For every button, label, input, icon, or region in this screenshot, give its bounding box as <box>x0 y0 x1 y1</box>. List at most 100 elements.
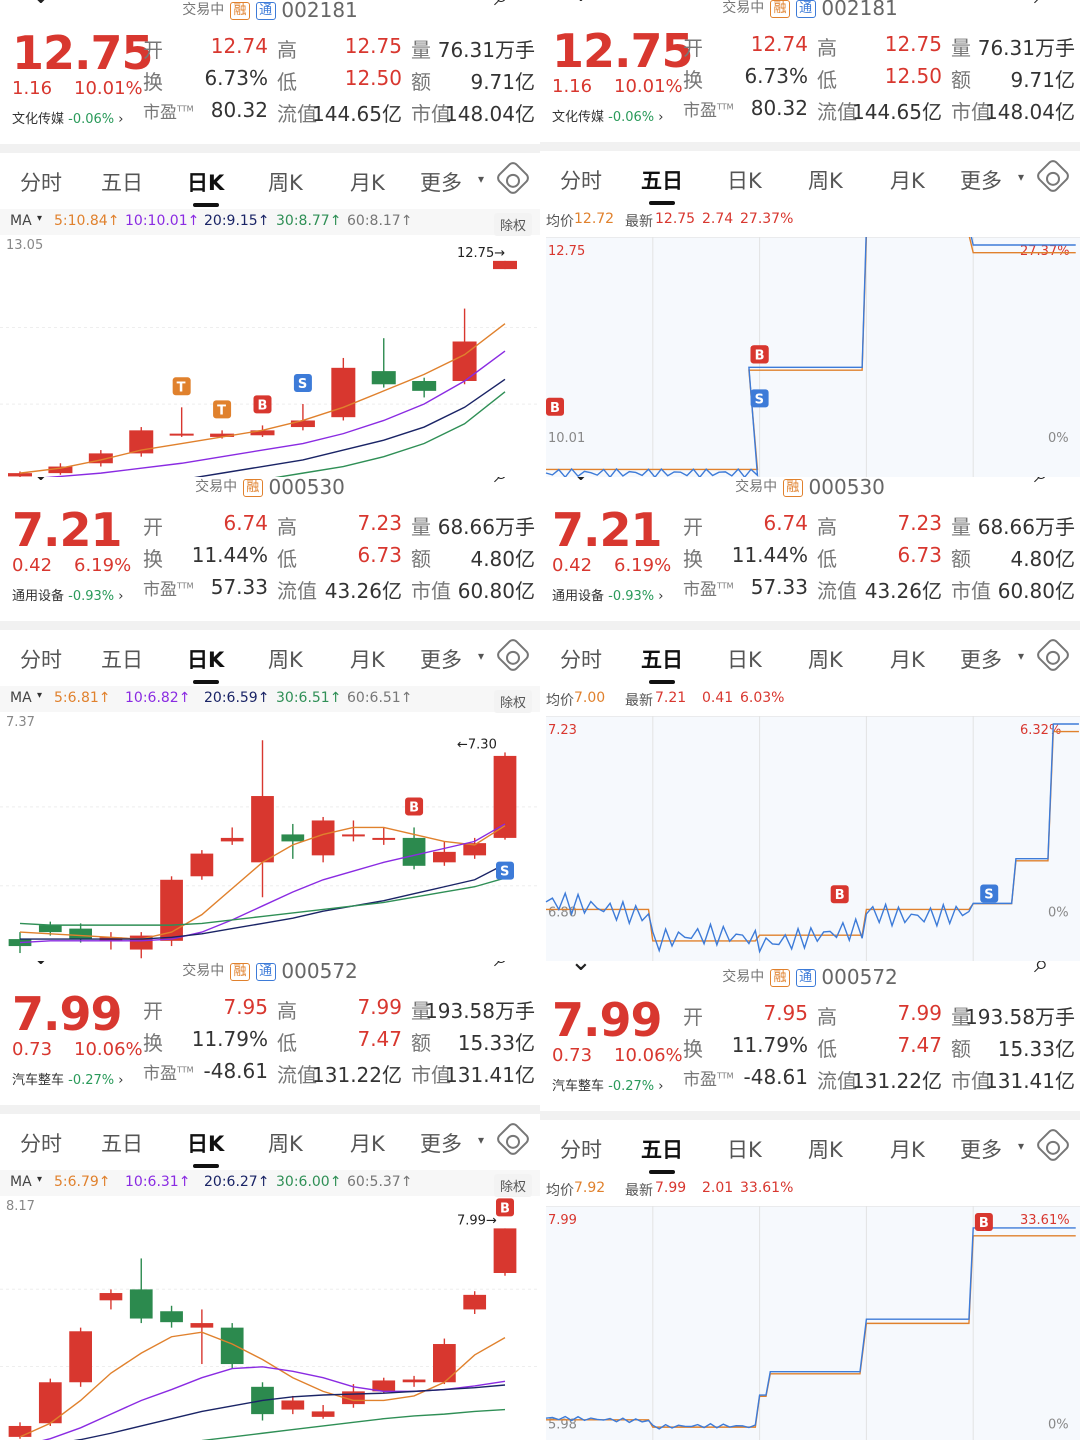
tab-monthly-k[interactable]: 月K <box>350 171 385 195</box>
pe-ttm-sup: TTM <box>717 581 734 591</box>
tab-daily-k[interactable]: 日K <box>187 644 224 684</box>
sector-name: 通用设备 <box>12 589 65 604</box>
settings-icon[interactable] <box>1034 157 1072 195</box>
tab-more[interactable]: 更多 <box>960 1138 1002 1162</box>
tab-intraday[interactable]: 分时 <box>20 648 62 672</box>
sector-label[interactable]: 汽车整车 -0.27% › <box>12 1073 124 1088</box>
ma-value-ma20: 20:9.15↑ <box>204 213 270 229</box>
search-icon[interactable]: ⌕ <box>494 477 518 489</box>
search-icon[interactable]: ⌕ <box>494 0 518 12</box>
tab-weekly-k[interactable]: 周K <box>268 1132 303 1156</box>
tab-monthly-k[interactable]: 月K <box>350 648 385 672</box>
last-price-value: 12.75 <box>655 211 696 227</box>
quote-label-float_cap: 流值 <box>817 579 857 603</box>
candle-body <box>69 928 92 940</box>
tab-intraday[interactable]: 分时 <box>560 169 602 193</box>
candle-body <box>493 260 517 270</box>
back-icon[interactable]: ⌄ <box>570 477 594 487</box>
tab-daily-k[interactable]: 日K <box>187 1128 224 1168</box>
tab-more[interactable]: 更多 <box>960 169 1002 193</box>
tab-daily-k[interactable]: 日K <box>187 167 224 207</box>
tab-monthly-k[interactable]: 月K <box>890 169 925 193</box>
signal-label: T <box>217 403 226 418</box>
ma-value-ma5: 5:10.84↑ <box>54 213 120 229</box>
section-divider <box>540 621 1080 630</box>
tab-five-day[interactable]: 五日 <box>101 648 143 672</box>
ma-value-ma30: 30:6.51↑ <box>276 690 342 706</box>
tab-daily-k[interactable]: 日K <box>727 1138 762 1162</box>
last-price: 7.99 <box>12 987 122 1041</box>
ma-line-ma5 <box>19 825 506 940</box>
ma-label[interactable]: MA <box>10 690 32 706</box>
candle-body <box>281 1400 305 1410</box>
ma-line-ma20 <box>20 863 506 940</box>
tab-more[interactable]: 更多 <box>420 171 462 195</box>
ma-label[interactable]: MA <box>10 1174 32 1190</box>
kline-panel: 交易中 融 000530⌄⌕7.210.426.19%通用设备 -0.93% ›… <box>0 477 540 961</box>
quote-value-vol: 76.31万手 <box>437 38 535 62</box>
tab-weekly-k[interactable]: 周K <box>808 648 843 672</box>
tab-intraday[interactable]: 分时 <box>20 1132 62 1156</box>
back-icon[interactable]: ⌄ <box>570 0 594 8</box>
tab-daily-k[interactable]: 日K <box>727 169 762 193</box>
back-icon[interactable]: ⌄ <box>570 961 592 977</box>
quote-value-amount: 4.80亿 <box>470 547 535 571</box>
tab-weekly-k[interactable]: 周K <box>268 648 303 672</box>
tab-five-day[interactable]: 五日 <box>641 644 683 684</box>
tab-five-day[interactable]: 五日 <box>101 1132 143 1156</box>
sector-label[interactable]: 通用设备 -0.93% › <box>552 589 664 604</box>
settings-icon[interactable] <box>494 159 532 197</box>
ma-label[interactable]: MA <box>10 213 32 229</box>
signal-badge-B <box>830 885 849 904</box>
tab-daily-k[interactable]: 日K <box>727 648 762 672</box>
tab-more[interactable]: 更多 <box>420 648 462 672</box>
ma-value-ma5: 5:6.79↑ <box>54 1174 111 1190</box>
sector-label[interactable]: 汽车整车 -0.27% › <box>552 1079 664 1094</box>
tab-weekly-k[interactable]: 周K <box>808 169 843 193</box>
pe-ttm-sup: TTM <box>177 581 194 591</box>
y-axis-mid-label: 10.01 <box>548 431 585 446</box>
tab-weekly-k[interactable]: 周K <box>268 171 303 195</box>
quote-value-vol: 68.66万手 <box>437 515 535 539</box>
settings-icon[interactable] <box>494 636 532 674</box>
tab-monthly-k[interactable]: 月K <box>890 648 925 672</box>
candle-body <box>372 1380 396 1392</box>
tab-five-day[interactable]: 五日 <box>641 165 683 205</box>
back-icon[interactable]: ⌄ <box>30 477 54 487</box>
chevron-down-icon: ▾ <box>478 649 485 663</box>
quote-label-high: 高 <box>817 36 837 60</box>
sector-label[interactable]: 文化传媒 -0.06% › <box>552 110 664 125</box>
settings-icon[interactable] <box>1034 1126 1072 1164</box>
sector-label[interactable]: 通用设备 -0.93% › <box>12 589 124 604</box>
quote-label-high: 高 <box>277 999 297 1023</box>
tab-monthly-k[interactable]: 月K <box>350 1132 385 1156</box>
back-icon[interactable]: ⌄ <box>30 961 54 971</box>
tab-intraday[interactable]: 分时 <box>560 648 602 672</box>
ma-value-ma30: 30:6.00↑ <box>276 1174 342 1190</box>
search-icon[interactable]: ⌕ <box>494 961 518 973</box>
settings-icon[interactable] <box>494 1120 532 1158</box>
trading-status: 交易中 <box>195 479 238 495</box>
five-day-legend: 均价 7.92 最新 7.99 2.01 33.61% <box>540 1176 1080 1202</box>
sector-label[interactable]: 文化传媒 -0.06% › <box>12 112 124 127</box>
tab-more[interactable]: 更多 <box>420 1132 462 1156</box>
adjust-dropdown[interactable]: 除权 <box>493 1174 532 1197</box>
tab-five-day[interactable]: 五日 <box>101 171 143 195</box>
back-icon[interactable]: ⌄ <box>30 0 54 10</box>
candle-body <box>190 853 214 877</box>
last-price-label: 最新 <box>625 214 653 230</box>
adjust-dropdown[interactable]: 除权 <box>493 690 532 713</box>
search-icon[interactable]: ⌕ <box>1034 477 1058 489</box>
tab-weekly-k[interactable]: 周K <box>808 1138 843 1162</box>
tab-intraday[interactable]: 分时 <box>20 171 62 195</box>
search-icon[interactable]: ⌕ <box>1034 961 1049 979</box>
tab-monthly-k[interactable]: 月K <box>890 1138 925 1162</box>
settings-icon[interactable] <box>1034 636 1072 674</box>
tab-five-day[interactable]: 五日 <box>641 1134 683 1174</box>
trading-status: 交易中 <box>182 963 225 979</box>
search-icon[interactable]: ⌕ <box>1034 0 1058 10</box>
tab-intraday[interactable]: 分时 <box>560 1138 602 1162</box>
adjust-dropdown[interactable]: 除权 <box>493 213 532 236</box>
price-change: 1.16 <box>552 76 593 97</box>
tab-more[interactable]: 更多 <box>960 648 1002 672</box>
